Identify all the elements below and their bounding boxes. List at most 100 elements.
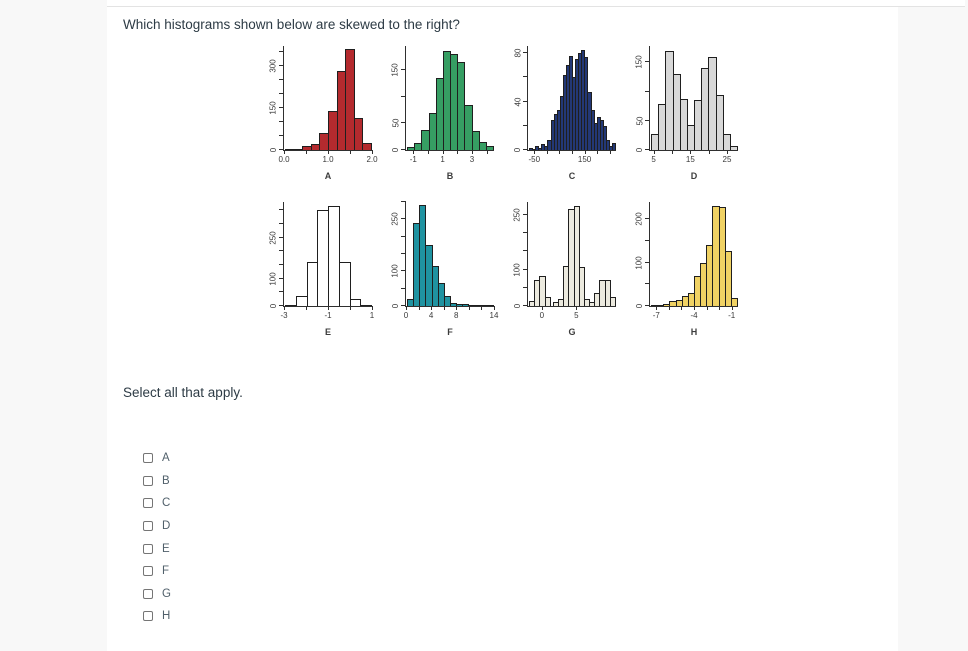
y-tick-label: 150: [391, 63, 401, 77]
y-tick-label: 0: [634, 303, 644, 309]
x-tick: [456, 306, 458, 310]
x-tick: [609, 150, 611, 154]
bar: [679, 98, 688, 150]
x-tick: [284, 306, 285, 310]
checkbox-H[interactable]: [143, 611, 153, 622]
bars-C: [529, 46, 617, 150]
x-tick-label: 0: [403, 311, 409, 320]
option-row-E[interactable]: E: [143, 537, 171, 560]
plot-area-G: 0 100 250 0 5 G: [513, 202, 616, 337]
checkbox-D[interactable]: [143, 521, 153, 532]
bar: [612, 142, 617, 150]
chart-label-F: F: [447, 327, 453, 337]
option-row-H[interactable]: H: [143, 605, 171, 628]
chart-label-A: A: [324, 171, 332, 181]
bar: [464, 104, 473, 150]
option-label-G: G: [162, 587, 171, 600]
y-tick: [645, 305, 650, 306]
x-tick-label: 8: [454, 311, 459, 320]
y-tick-label: 200: [635, 212, 645, 227]
x-tick-label: -1: [324, 311, 332, 320]
histogram-A: 0 150 300 0.0 1.0 2.0 A: [257, 40, 379, 190]
x-tick: [328, 150, 329, 154]
plot-area-B: 0 50 150 -1 1 3 B: [391, 46, 495, 181]
checkbox-C[interactable]: [143, 498, 153, 509]
y-tick-label: 0: [268, 303, 278, 309]
bar: [578, 266, 585, 306]
y-tick-label: 50: [391, 118, 400, 128]
x-tick-label: 0.0: [278, 155, 290, 164]
bar: [449, 302, 458, 306]
checkbox-A[interactable]: [143, 453, 153, 464]
x-tick-label: 25: [722, 155, 732, 164]
bars-H: [651, 202, 738, 306]
y-tick: [645, 261, 650, 263]
chart-label-G: G: [568, 327, 576, 337]
bars-D: [651, 46, 739, 150]
x-tick-label: 5: [651, 155, 656, 164]
bar: [724, 250, 732, 306]
y-tick-label: 250: [269, 230, 279, 245]
bar: [486, 305, 494, 306]
x-tick: [690, 150, 692, 154]
y-tick-label: 0: [634, 147, 644, 153]
x-tick-label: -50: [528, 155, 541, 164]
plot-area-D: 0 50 150 5 15 25 D: [635, 46, 739, 181]
x-tick: [413, 150, 415, 154]
x-tick: [656, 306, 658, 310]
x-tick: [431, 306, 433, 310]
bar: [573, 205, 580, 306]
bar: [328, 206, 340, 306]
y-tick: [645, 149, 650, 150]
x-tick: [597, 150, 599, 154]
checkbox-G[interactable]: [143, 588, 153, 599]
x-tick: [328, 306, 329, 310]
histogram-H: 0 100 200 -7 -4 -1 H: [623, 196, 745, 346]
x-tick-label: 0: [539, 311, 545, 320]
x-tick: [719, 306, 721, 310]
x-tick: [428, 150, 429, 154]
checkbox-B[interactable]: [143, 475, 153, 486]
checkbox-F[interactable]: [143, 566, 153, 577]
bar: [729, 145, 739, 150]
bar: [353, 117, 364, 150]
option-row-D[interactable]: D: [143, 515, 171, 538]
checkbox-E[interactable]: [143, 543, 153, 554]
x-tick-label: 2.0: [366, 155, 378, 164]
option-row-B[interactable]: B: [143, 470, 171, 493]
y-tick: [401, 149, 406, 150]
y-tick-label: 0: [512, 147, 522, 153]
bar: [609, 296, 616, 306]
option-row-G[interactable]: G: [143, 583, 171, 606]
y-tick: [279, 106, 284, 108]
option-row-F[interactable]: F: [143, 560, 171, 583]
bar: [443, 296, 451, 306]
option-label-H: H: [162, 610, 171, 623]
bar: [544, 296, 551, 306]
x-tick-label: -4: [690, 311, 698, 320]
bar: [338, 262, 351, 306]
bar: [437, 283, 445, 306]
option-row-C[interactable]: C: [143, 492, 171, 515]
y-tick: [645, 283, 650, 285]
bar: [604, 280, 611, 306]
option-label-C: C: [162, 497, 171, 510]
plot-area-F: 0 100 250 0 4 8 14 F: [391, 201, 498, 337]
y-tick: [279, 209, 284, 211]
y-tick: [401, 95, 406, 97]
x-tick: [481, 306, 483, 310]
y-tick: [279, 50, 284, 52]
y-tick-label: 300: [269, 59, 279, 73]
x-tick: [727, 150, 728, 154]
option-row-A[interactable]: A: [143, 447, 171, 470]
y-tick: [523, 232, 528, 234]
y-tick-label: 100: [269, 271, 279, 286]
x-tick: [572, 150, 573, 154]
x-tick-label: -1: [728, 311, 736, 320]
x-tick-label: 3: [469, 155, 475, 164]
y-tick-label: 150: [269, 101, 279, 115]
y-tick: [401, 270, 406, 272]
bar: [722, 133, 731, 150]
y-tick: [279, 222, 284, 224]
y-tick: [523, 124, 528, 126]
